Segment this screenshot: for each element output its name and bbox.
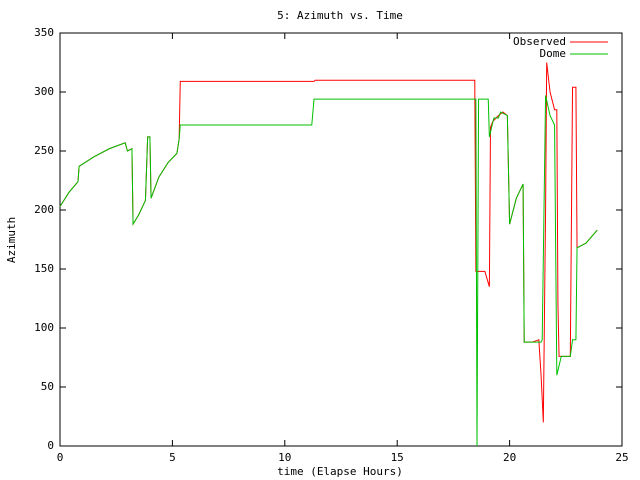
x-tick-label: 0: [57, 451, 64, 464]
y-tick-label: 250: [34, 144, 54, 157]
y-tick-label: 0: [47, 439, 54, 452]
y-axis-label: Azimuth: [5, 217, 18, 263]
x-tick-label: 10: [278, 451, 291, 464]
y-tick-label: 200: [34, 203, 54, 216]
x-tick-label: 5: [169, 451, 176, 464]
x-axis-label: time (Elapse Hours): [277, 465, 403, 478]
x-tick-label: 15: [391, 451, 404, 464]
y-tick-label: 300: [34, 85, 54, 98]
y-tick-label: 100: [34, 321, 54, 334]
y-tick-label: 150: [34, 262, 54, 275]
line-series: [59, 62, 598, 423]
chart-title: 5: Azimuth vs. Time: [277, 9, 403, 22]
x-tick-label: 20: [503, 451, 516, 464]
plot-frame: [59, 32, 623, 447]
legend-label: Dome: [540, 47, 567, 60]
line-series: [59, 95, 598, 447]
y-tick-label: 50: [41, 380, 54, 393]
x-tick-label: 25: [615, 451, 628, 464]
y-tick-label: 350: [34, 26, 54, 39]
legend-label: Observed: [513, 35, 566, 48]
